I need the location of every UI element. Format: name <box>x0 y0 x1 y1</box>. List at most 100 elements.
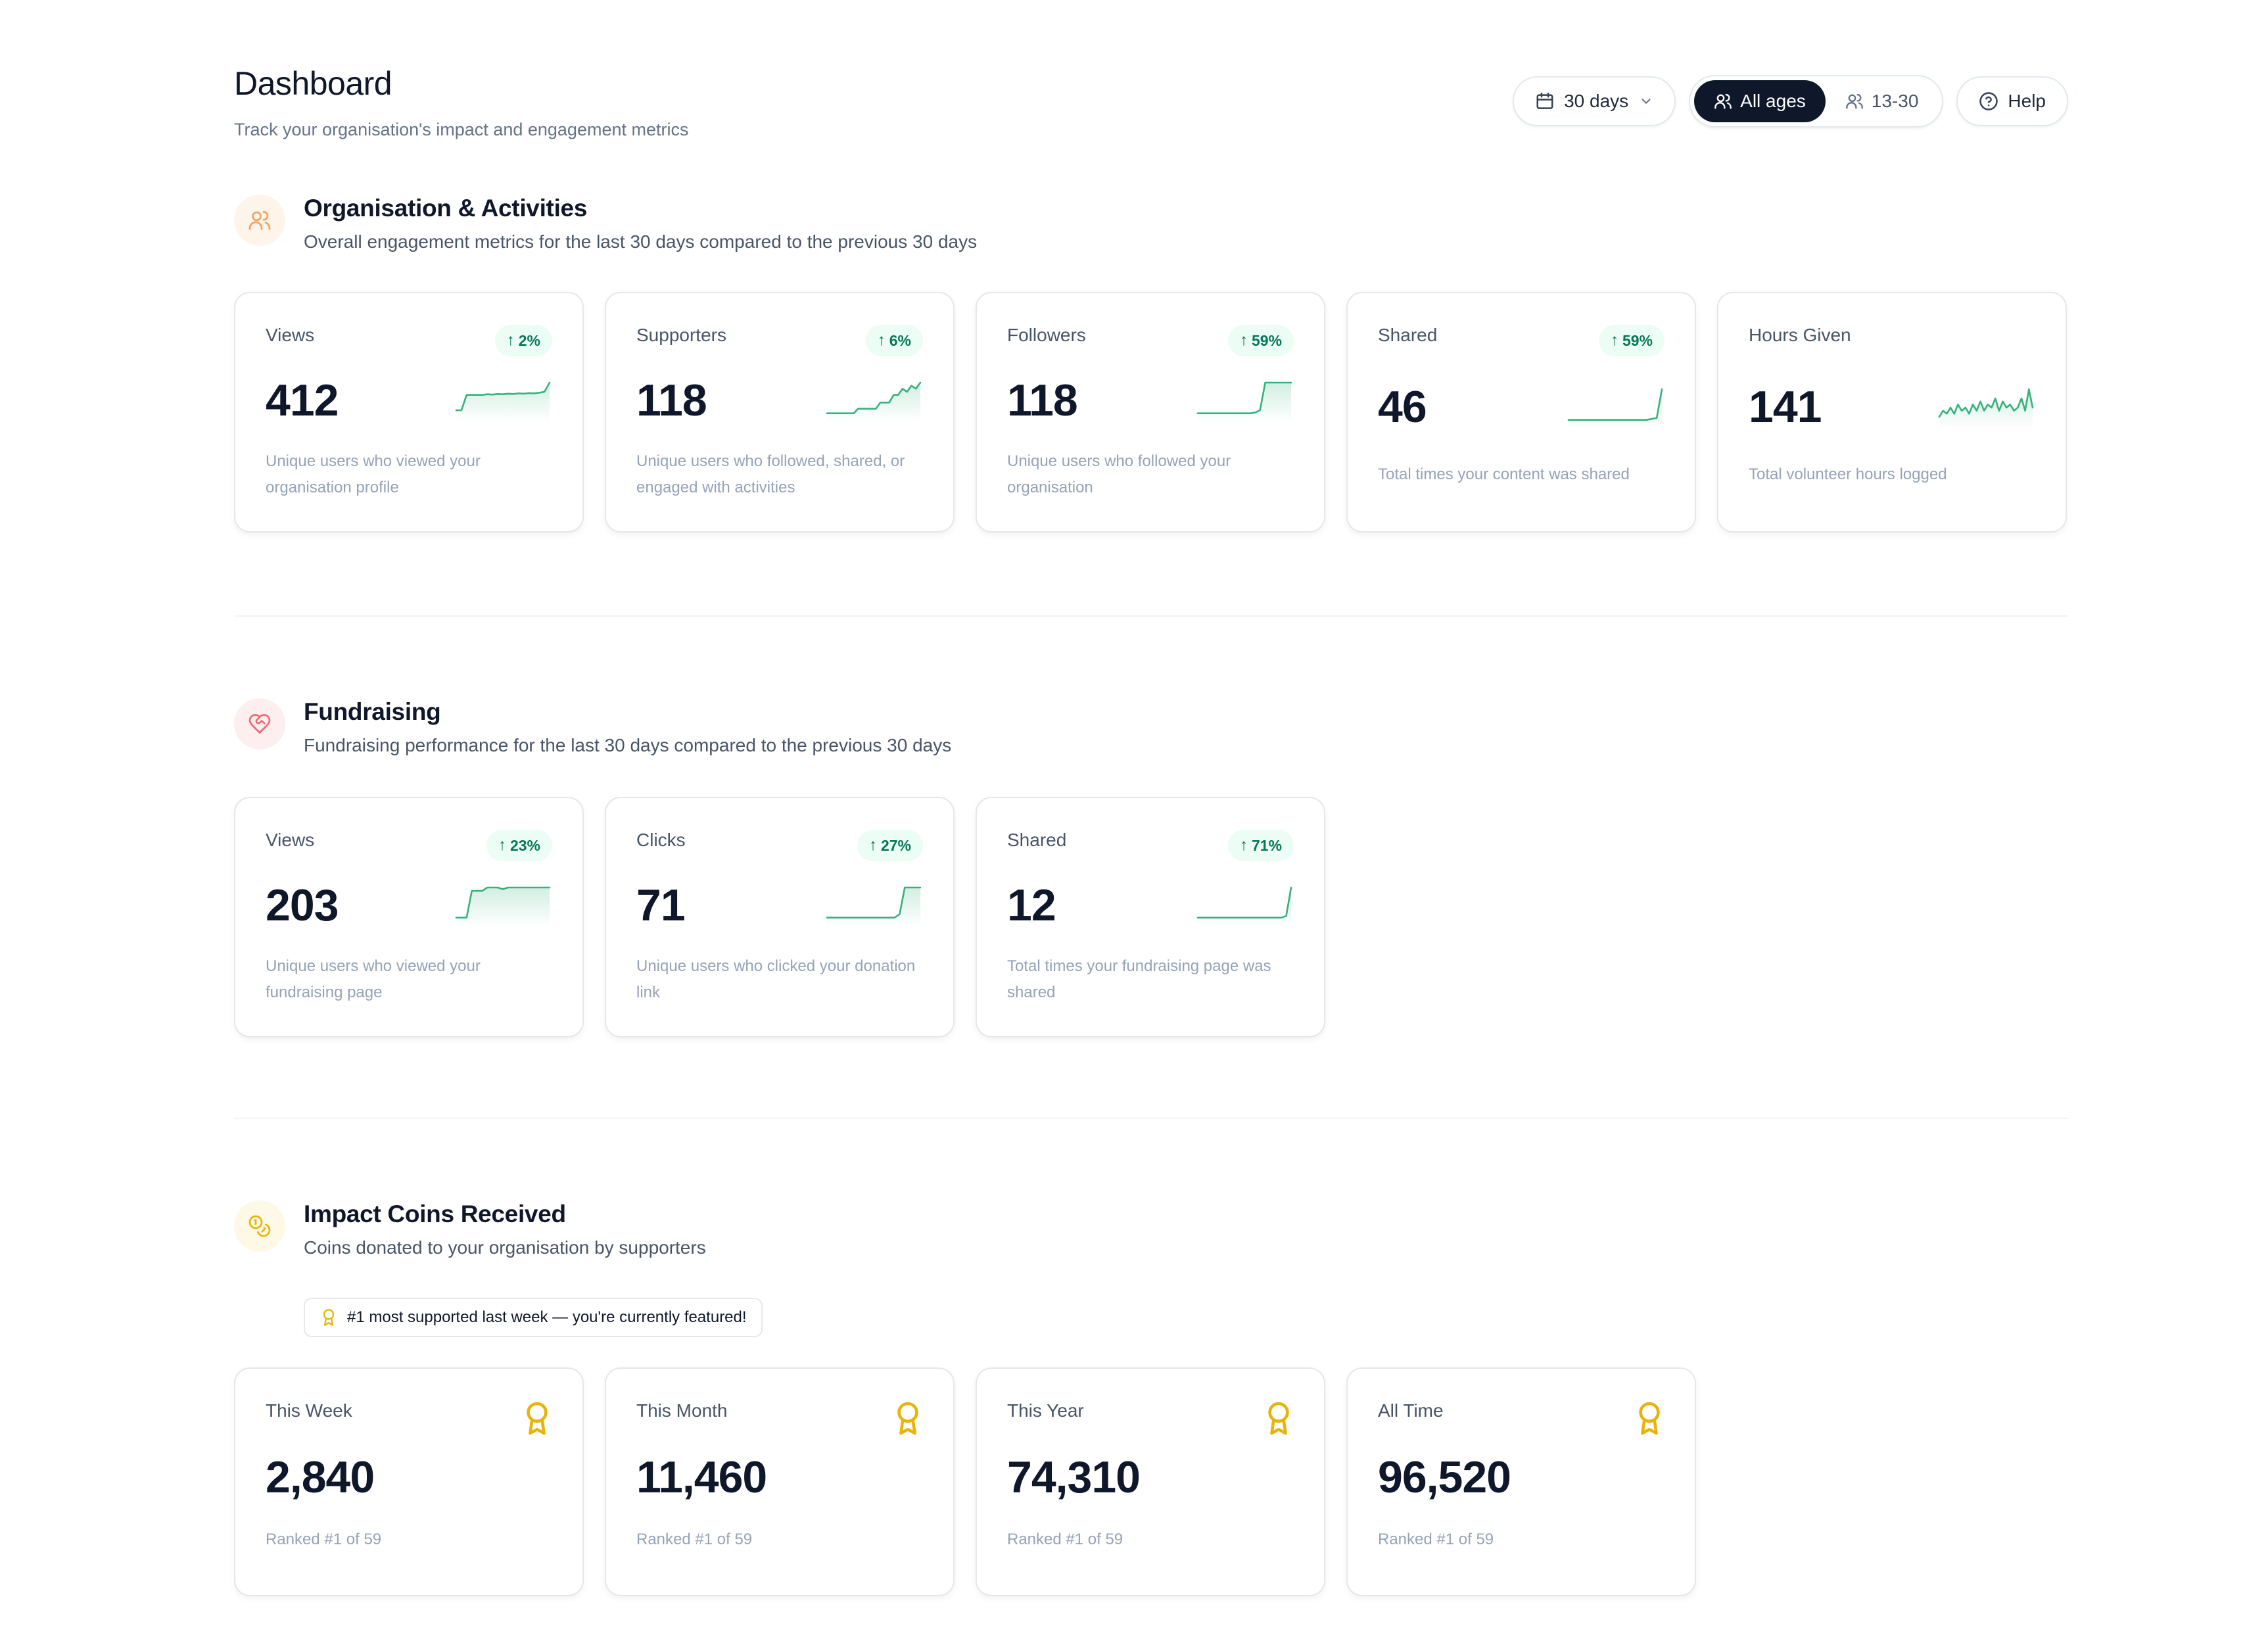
help-button[interactable]: Help <box>1956 76 2068 126</box>
sparkline-line <box>1196 381 1292 414</box>
change-badge: ↑ 59% <box>1598 325 1665 356</box>
sparkline-area <box>456 383 550 422</box>
metric-card-shared: Shared ↑ 59% 46 Total times your content … <box>1346 292 1696 533</box>
metric-label: Hours Given <box>1749 325 1851 345</box>
metric-label: Shared <box>1007 830 1067 850</box>
award-icon <box>1268 1402 1289 1435</box>
metric-value: 46 <box>1378 382 1427 432</box>
section-title: Impact Coins Received <box>304 1200 566 1227</box>
coins-label: This Week <box>266 1400 352 1421</box>
section-title: Fundraising <box>304 698 441 725</box>
section-title: Organisation & Activities <box>304 195 588 222</box>
chevron-down-icon <box>1639 94 1653 108</box>
award-icon <box>897 1402 918 1435</box>
page-title: Dashboard <box>234 65 392 102</box>
coins-icon <box>234 1200 285 1252</box>
metric-value: 71 <box>636 880 686 930</box>
sparkline-line <box>826 886 922 919</box>
date-range-dropdown[interactable]: 30 days <box>1513 76 1676 126</box>
change-value: 2% <box>518 331 540 349</box>
change-badge: ↑ 59% <box>1227 325 1294 356</box>
metric-value: 118 <box>636 375 707 425</box>
sparkline-chart <box>1567 388 1663 429</box>
arrow-up-icon: ↑ <box>1610 331 1618 349</box>
award-icon <box>1639 1402 1660 1435</box>
metric-value: 412 <box>266 375 339 425</box>
metric-description: Total times your fundraising page was sh… <box>1007 957 1271 1001</box>
users-icon <box>234 195 285 246</box>
arrow-up-icon: ↑ <box>506 331 515 349</box>
coins-card-this-year: This Year 74,310 Ranked #1 of 59 <box>976 1367 1325 1596</box>
metric-card-supporters: Supporters ↑ 6% 118 Unique users who foll… <box>605 292 955 533</box>
metric-card-clicks: Clicks ↑ 27% 71 Unique users who clicked … <box>605 797 955 1037</box>
change-badge: ↑ 6% <box>865 325 923 356</box>
coins-cards: This Week 2,840 Ranked #1 of 59 This Mon… <box>234 1367 1696 1596</box>
metric-card-followers: Followers ↑ 59% 118 Unique users who foll… <box>976 292 1325 533</box>
change-value: 71% <box>1251 836 1282 854</box>
section-divider <box>234 1118 2068 1119</box>
metric-description: Unique users who clicked your donation l… <box>636 957 916 1001</box>
age-filter-toggle: All ages 13-30 <box>1689 75 1944 128</box>
metric-card-shared: Shared ↑ 71% 12 Total times your fundrais… <box>976 797 1325 1037</box>
heart-handshake-icon <box>234 698 285 749</box>
metric-card-views: Views ↑ 2% 412 Unique users who viewed yo… <box>234 292 584 533</box>
change-value: 6% <box>889 331 911 349</box>
change-value: 23% <box>509 836 540 854</box>
coins-card-all-time: All Time 96,520 Ranked #1 of 59 <box>1346 1367 1696 1596</box>
age-filter-label: 13-30 <box>1871 91 1919 111</box>
section-subtitle: Coins donated to your organisation by su… <box>304 1237 706 1258</box>
sparkline-chart <box>1196 886 1292 927</box>
metric-value: 118 <box>1007 375 1078 425</box>
age-filter-all-ages[interactable]: All ages <box>1694 80 1826 122</box>
sparkline-line <box>1567 388 1663 421</box>
arrow-up-icon: ↑ <box>498 836 506 854</box>
featured-banner: #1 most supported last week — you're cur… <box>304 1298 763 1337</box>
coins-card-this-month: This Month 11,460 Ranked #1 of 59 <box>605 1367 955 1596</box>
featured-text: #1 most supported last week — you're cur… <box>347 1308 747 1326</box>
help-circle-icon <box>1979 91 1998 111</box>
page-header: Dashboard Track your organisation's impa… <box>234 64 2068 150</box>
arrow-up-icon: ↑ <box>1239 836 1248 854</box>
section-subtitle: Fundraising performance for the last 30 … <box>304 735 952 755</box>
sparkline-area <box>1198 383 1291 422</box>
sparkline-line <box>1196 886 1292 919</box>
users-icon <box>1714 92 1732 110</box>
calendar-icon <box>1535 91 1555 111</box>
metric-card-hours-given: Hours Given 141 Total volunteer hours lo… <box>1717 292 2067 533</box>
metric-label: Shared <box>1378 325 1438 345</box>
coins-value: 96,520 <box>1378 1452 1511 1502</box>
coins-rank: Ranked #1 of 59 <box>1007 1530 1123 1548</box>
arrow-up-icon: ↑ <box>877 331 886 349</box>
sparkline-area <box>1569 389 1662 429</box>
age-filter-13-30[interactable]: 13-30 <box>1826 80 1939 122</box>
sparkline-line <box>826 381 922 414</box>
metric-label: Views <box>266 830 315 850</box>
change-badge: ↑ 23% <box>486 830 552 861</box>
sparkline-line <box>1938 388 2034 418</box>
sparkline-chart <box>1938 388 2034 429</box>
metric-label: Followers <box>1007 325 1086 345</box>
metric-card-views: Views ↑ 23% 203 Unique users who viewed y… <box>234 797 584 1037</box>
change-badge: ↑ 2% <box>494 325 552 356</box>
section-divider <box>234 615 2068 617</box>
metric-label: Views <box>266 325 315 345</box>
change-value: 59% <box>1251 331 1282 349</box>
sparkline-chart <box>826 381 922 422</box>
sparkline-line <box>455 381 551 412</box>
users-icon <box>1845 92 1864 110</box>
metric-description: Total times your content was shared <box>1378 465 1630 483</box>
sparkline-line <box>455 886 551 919</box>
sparkline-chart <box>826 886 922 927</box>
coins-label: This Month <box>636 1400 728 1421</box>
sparkline-chart <box>455 381 551 422</box>
metric-label: Supporters <box>636 325 726 345</box>
change-badge: ↑ 71% <box>1227 830 1294 861</box>
page-subtitle: Track your organisation's impact and eng… <box>234 120 689 139</box>
metric-label: Clicks <box>636 830 686 850</box>
sparkline-area <box>1198 888 1291 927</box>
coins-value: 2,840 <box>266 1452 375 1502</box>
header-controls: 30 days All ages 13-30 <box>1513 75 2068 128</box>
metric-description: Unique users who followed your organisat… <box>1007 452 1231 496</box>
coins-rank: Ranked #1 of 59 <box>266 1530 382 1548</box>
coins-value: 11,460 <box>636 1452 767 1502</box>
